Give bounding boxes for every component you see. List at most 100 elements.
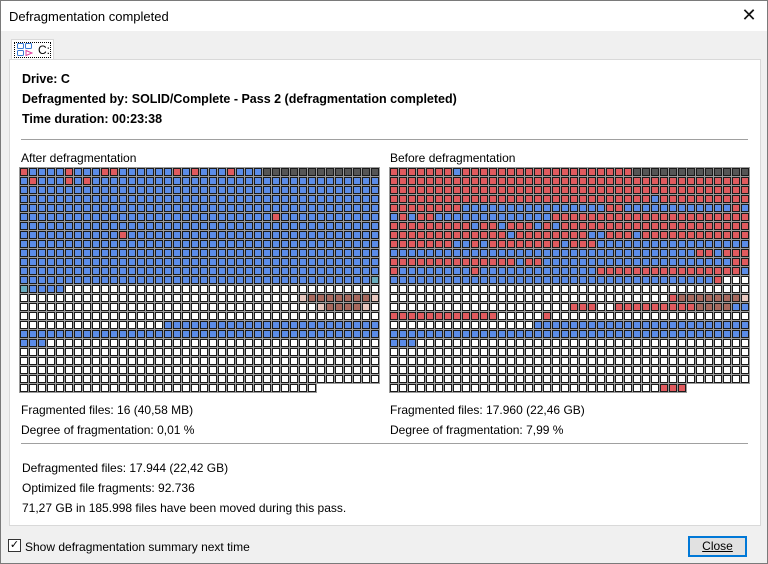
cluster-cell: [254, 375, 262, 383]
cluster-cell: [651, 249, 659, 257]
cluster-cell: [615, 285, 623, 293]
cluster-cell: [272, 339, 280, 347]
cluster-cell: [92, 384, 100, 392]
cluster-cell: [678, 267, 686, 275]
cluster-cell: [56, 168, 64, 176]
cluster-cell: [245, 267, 253, 275]
cluster-cell: [263, 375, 271, 383]
cluster-cell: [453, 357, 461, 365]
cluster-cell: [245, 384, 253, 392]
cluster-cell: [525, 366, 533, 374]
cluster-cell: [426, 258, 434, 266]
cluster-cell: [687, 213, 695, 221]
cluster-cell: [687, 312, 695, 320]
cluster-cell: [480, 375, 488, 383]
cluster-cell: [281, 213, 289, 221]
cluster-cell: [498, 321, 506, 329]
cluster-cell: [29, 249, 37, 257]
cluster-cell: [164, 204, 172, 212]
close-button[interactable]: Close: [688, 536, 747, 557]
cluster-cell: [227, 240, 235, 248]
cluster-cell: [687, 240, 695, 248]
cluster-cell: [678, 375, 686, 383]
cluster-cell: [570, 267, 578, 275]
cluster-cell: [146, 339, 154, 347]
show-summary-checkbox[interactable]: ✓: [8, 539, 21, 552]
cluster-cell: [462, 267, 470, 275]
cluster-cell: [471, 231, 479, 239]
cluster-cell: [218, 258, 226, 266]
cluster-cell: [597, 186, 605, 194]
cluster-cell: [155, 285, 163, 293]
close-icon[interactable]: ✕: [741, 5, 757, 25]
cluster-cell: [669, 357, 677, 365]
cluster-cell: [155, 294, 163, 302]
cluster-cell: [633, 312, 641, 320]
cluster-cell: [435, 231, 443, 239]
cluster-cell: [227, 366, 235, 374]
cluster-cell: [453, 366, 461, 374]
cluster-cell: [399, 294, 407, 302]
cluster-cell: [83, 366, 91, 374]
cluster-cell: [128, 330, 136, 338]
cluster-cell: [480, 222, 488, 230]
cluster-cell: [227, 204, 235, 212]
cluster-cell: [128, 348, 136, 356]
cluster-cell: [399, 357, 407, 365]
cluster-cell: [543, 384, 551, 392]
cluster-cell: [20, 312, 28, 320]
cluster-cell: [732, 267, 740, 275]
cluster-cell: [660, 339, 668, 347]
defragmented-by-label: Defragmented by: SOLID/Complete - Pass 2…: [22, 92, 457, 106]
cluster-cell: [642, 366, 650, 374]
cluster-cell: [417, 168, 425, 176]
cluster-cell: [651, 213, 659, 221]
cluster-cell: [489, 366, 497, 374]
cluster-cell: [453, 177, 461, 185]
cluster-cell: [362, 222, 370, 230]
cluster-cell: [281, 267, 289, 275]
cluster-cell: [615, 294, 623, 302]
cluster-cell: [417, 204, 425, 212]
cluster-cell: [471, 168, 479, 176]
cluster-cell: [489, 294, 497, 302]
tab-drive-c[interactable]: C:: [11, 39, 54, 60]
cluster-cell: [92, 240, 100, 248]
cluster-cell: [119, 312, 127, 320]
cluster-cell: [191, 186, 199, 194]
cluster-cell: [444, 276, 452, 284]
cluster-cell: [660, 330, 668, 338]
cluster-cell: [353, 195, 361, 203]
cluster-cell: [723, 177, 731, 185]
cluster-cell: [651, 303, 659, 311]
cluster-cell: [155, 267, 163, 275]
cluster-cell: [317, 222, 325, 230]
cluster-cell: [633, 375, 641, 383]
cluster-cell: [597, 213, 605, 221]
cluster-cell: [561, 312, 569, 320]
show-summary-label[interactable]: Show defragmentation summary next time: [25, 540, 250, 554]
cluster-cell: [290, 339, 298, 347]
cluster-cell: [588, 267, 596, 275]
cluster-cell: [200, 240, 208, 248]
cluster-cell: [362, 366, 370, 374]
cluster-cell: [417, 267, 425, 275]
cluster-cell: [633, 321, 641, 329]
cluster-cell: [299, 357, 307, 365]
cluster-cell: [110, 303, 118, 311]
cluster-cell: [38, 168, 46, 176]
cluster-cell: [326, 222, 334, 230]
cluster-cell: [507, 330, 515, 338]
cluster-cell: [435, 177, 443, 185]
cluster-cell: [254, 204, 262, 212]
cluster-cell: [200, 222, 208, 230]
cluster-cell: [579, 258, 587, 266]
cluster-cell: [471, 258, 479, 266]
cluster-cell: [236, 321, 244, 329]
cluster-cell: [290, 249, 298, 257]
cluster-cell: [588, 249, 596, 257]
cluster-cell: [606, 267, 614, 275]
cluster-cell: [552, 240, 560, 248]
cluster-cell: [624, 357, 632, 365]
cluster-cell: [371, 312, 379, 320]
